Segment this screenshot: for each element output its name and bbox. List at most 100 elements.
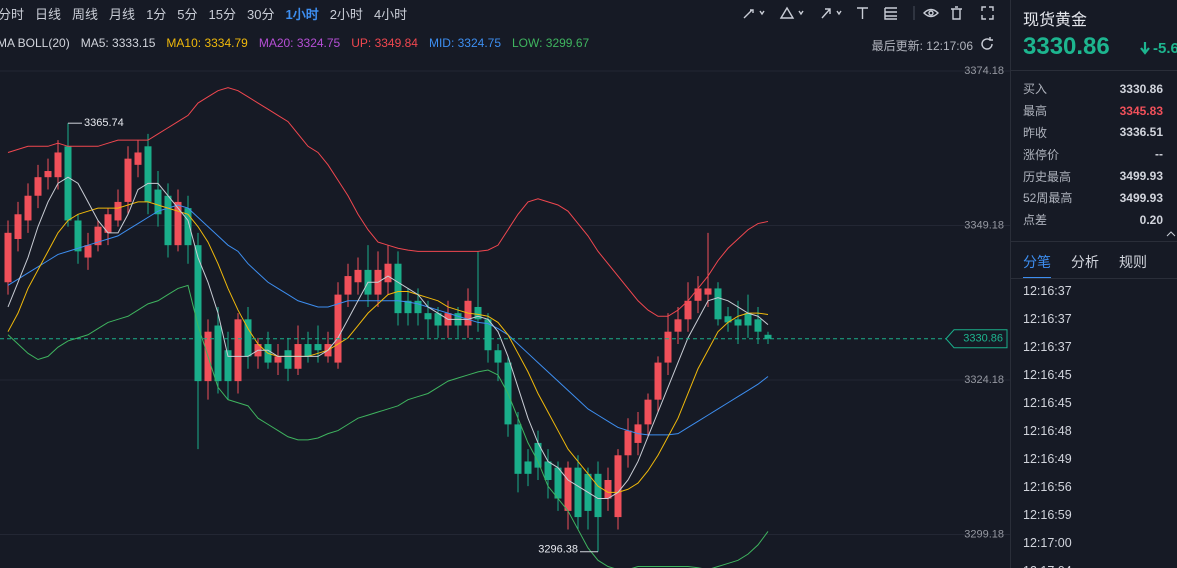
candle-body bbox=[94, 226, 102, 246]
tick-time: 12:16:45 bbox=[1023, 396, 1072, 410]
legend-item: LOW: 3299.67 bbox=[512, 36, 590, 50]
tick-list: 12:16:37312:16:37312:16:37312:16:45312:1… bbox=[1023, 277, 1177, 568]
period-toolbar: 分时 日线 周线 月线 1分 5分 15分 30分 1小时 2小时 4小时 bbox=[0, 4, 407, 22]
candle-body bbox=[764, 334, 772, 339]
tick-row: 12:17:003 bbox=[1023, 529, 1177, 557]
dropdown-icon[interactable] bbox=[836, 10, 842, 16]
candle-body bbox=[654, 362, 662, 400]
fullscreen-icon[interactable] bbox=[981, 6, 994, 20]
tab[interactable]: 分笔 bbox=[1023, 252, 1051, 279]
candle-body bbox=[104, 214, 112, 233]
candle-body bbox=[754, 319, 762, 332]
candle-body bbox=[714, 288, 722, 320]
candle-body bbox=[614, 455, 622, 518]
period-button[interactable]: 4小时 bbox=[373, 7, 408, 22]
indicator-line bbox=[7, 284, 769, 568]
refresh-icon[interactable] bbox=[981, 37, 993, 50]
eye-icon[interactable] bbox=[928, 10, 934, 16]
separator bbox=[1011, 278, 1177, 279]
toolbar-icons[interactable] bbox=[743, 6, 994, 50]
tab[interactable]: 分析 bbox=[1071, 254, 1099, 270]
candle-body bbox=[564, 467, 572, 511]
chart: 3374.18 3349.18 3324.18 3299.18 3365.74 3296.… bbox=[0, 6, 1010, 568]
eye-icon[interactable] bbox=[923, 8, 939, 18]
stat-value: 3345.83 bbox=[1119, 103, 1163, 118]
tick-row: 12:16:593 bbox=[1023, 501, 1177, 529]
candle-body bbox=[84, 245, 92, 258]
last-price-label: 3330.86 bbox=[963, 333, 1003, 345]
tab[interactable]: 规则 bbox=[1119, 254, 1147, 270]
period-button[interactable]: 周线 bbox=[72, 7, 99, 22]
stat-row: 52周最高 3499.93 bbox=[1023, 187, 1163, 209]
period-button[interactable]: 1分 bbox=[146, 7, 167, 22]
stat-value: 3499.93 bbox=[1119, 190, 1163, 205]
candle-body bbox=[424, 313, 432, 320]
candle-body bbox=[404, 300, 412, 314]
candle-body bbox=[24, 195, 32, 221]
dropdown-icon[interactable] bbox=[759, 10, 765, 16]
candle-body bbox=[4, 232, 12, 283]
tick-row: 12:16:563 bbox=[1023, 473, 1177, 501]
candle-body bbox=[54, 152, 62, 178]
tabs: 分笔 分析 规则 bbox=[1023, 252, 1147, 279]
shape-icon[interactable] bbox=[779, 6, 795, 19]
legend-item: MA20: 3324.75 bbox=[258, 36, 341, 50]
tick-time: 12:16:37 bbox=[1023, 340, 1072, 354]
candle-body bbox=[164, 195, 172, 246]
candle-body bbox=[644, 399, 652, 425]
candle-body bbox=[744, 313, 752, 326]
tick-row: 12:16:373 bbox=[1023, 333, 1177, 361]
stat-label: 最高 bbox=[1023, 104, 1048, 119]
price-change: -5.6 bbox=[1153, 40, 1177, 57]
stat-row: 点差 0.20 bbox=[1023, 209, 1163, 231]
candle-body bbox=[494, 350, 502, 363]
candle-body bbox=[544, 461, 552, 481]
period-button[interactable]: 5分 bbox=[177, 7, 198, 22]
tick-row: 12:16:453 bbox=[1023, 361, 1177, 389]
tick-row: 12:16:483 bbox=[1023, 417, 1177, 445]
period-button[interactable]: 1小时 bbox=[285, 7, 319, 22]
draw-line-icon[interactable] bbox=[743, 9, 754, 19]
candle-body bbox=[524, 461, 532, 474]
candle-body bbox=[114, 201, 122, 221]
collapse-icon[interactable] bbox=[1166, 230, 1176, 238]
trash-icon[interactable] bbox=[951, 6, 962, 20]
candle-body bbox=[414, 300, 422, 314]
candle-body bbox=[354, 269, 362, 283]
candle-body bbox=[554, 467, 562, 499]
candle-body bbox=[304, 344, 312, 357]
candle-body bbox=[674, 319, 682, 332]
candle-body bbox=[314, 344, 322, 351]
stat-row: 最高 3345.83 bbox=[1023, 100, 1163, 122]
last-price-tag bbox=[945, 329, 1008, 349]
stat-row: 买入 3330.86 bbox=[1023, 78, 1163, 100]
arrow-icon[interactable] bbox=[821, 8, 831, 19]
separator bbox=[1011, 70, 1177, 71]
period-button[interactable]: 分时 bbox=[0, 7, 25, 22]
y-tick-label: 3299.18 bbox=[964, 528, 1004, 540]
period-button[interactable]: 30分 bbox=[247, 7, 275, 22]
dropdown-icon[interactable] bbox=[798, 10, 804, 16]
period-button[interactable]: 日线 bbox=[35, 7, 62, 22]
period-button[interactable]: 2小时 bbox=[329, 7, 363, 22]
candle-body bbox=[134, 152, 142, 165]
y-tick-label: 3349.18 bbox=[964, 219, 1004, 231]
indicator-line bbox=[7, 204, 769, 436]
stat-row: 昨收 3336.51 bbox=[1023, 122, 1163, 144]
candle-body bbox=[624, 430, 632, 456]
text-icon[interactable] bbox=[857, 7, 868, 19]
down-arrow-icon bbox=[1140, 42, 1150, 55]
period-button[interactable]: 15分 bbox=[208, 7, 236, 22]
candle-body bbox=[244, 319, 252, 357]
period-button[interactable]: 月线 bbox=[109, 7, 136, 22]
ruler-icon[interactable] bbox=[884, 7, 897, 20]
candle-body bbox=[334, 294, 342, 363]
candle-body bbox=[534, 442, 542, 468]
candle-body bbox=[344, 276, 352, 295]
candle-body bbox=[594, 473, 602, 518]
candle-body bbox=[484, 319, 492, 351]
candle-body bbox=[604, 480, 612, 499]
candle-body bbox=[684, 300, 692, 320]
candle-body bbox=[384, 263, 392, 283]
